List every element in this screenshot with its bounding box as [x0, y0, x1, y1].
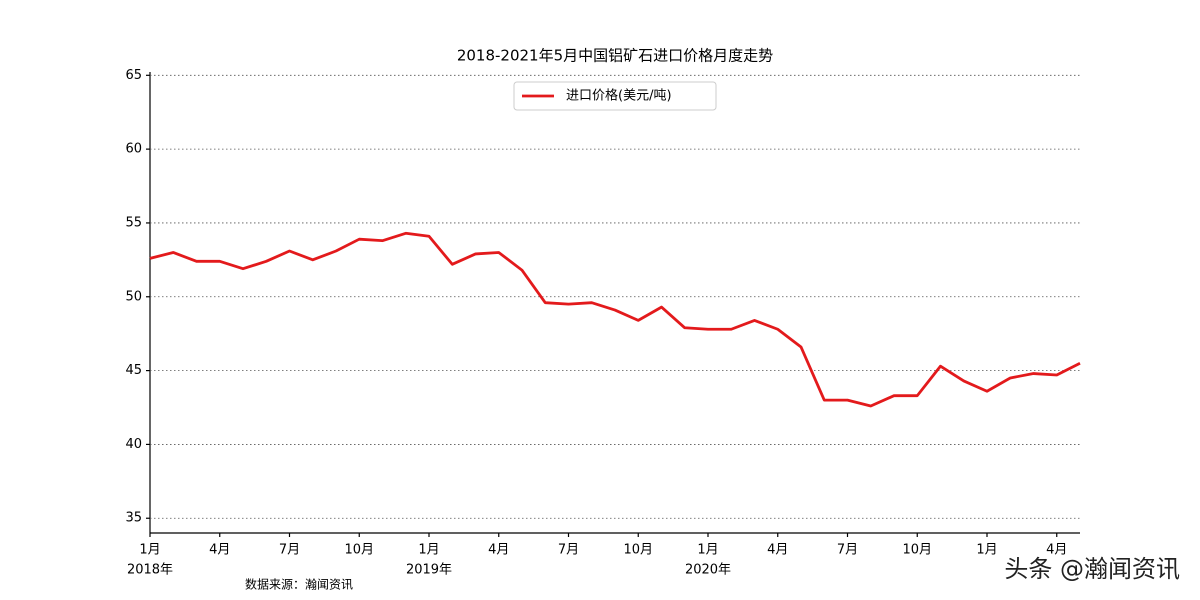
x-tick-label: 7月	[558, 543, 579, 558]
x-tick-label: 1月	[976, 543, 997, 558]
line	[149, 231, 1081, 408]
x-tick-label: 4月	[1046, 543, 1067, 558]
y-tick-label: 60	[125, 142, 142, 157]
x-tick-label: 7月	[279, 543, 300, 558]
legend-box	[513, 81, 717, 111]
y-tick-label: 65	[125, 68, 142, 83]
x-tick-label: 1月	[697, 543, 718, 558]
y-tick-label: 50	[125, 289, 142, 304]
x-tick-label: 10月	[344, 543, 374, 558]
watermark: 头条 @瀚闻资讯	[1004, 555, 1180, 583]
x-tick-label: 4月	[209, 543, 230, 558]
y-tick-label: 55	[125, 215, 142, 230]
x-year-label: 2019年	[406, 563, 452, 578]
legend-label: 进口价格(美元/吨)	[566, 88, 672, 104]
source-note: 数据来源：瀚闻资讯	[245, 577, 353, 592]
x-tick-label: 1月	[139, 543, 160, 558]
y-tick-label: 40	[125, 437, 142, 452]
x-year-label: 2020年	[685, 563, 731, 578]
x-tick-label: 10月	[902, 543, 932, 558]
y-tick-label: 45	[125, 363, 142, 378]
x-year-label: 2018年	[127, 563, 173, 578]
x-tick-label: 1月	[418, 543, 439, 558]
x-tick-label: 7月	[837, 543, 858, 558]
y-tick-label: 35	[125, 511, 142, 526]
x-tick-label: 4月	[488, 543, 509, 558]
chart-title: 2018-2021年5月中国铝矿石进口价格月度走势	[457, 47, 773, 65]
x-tick-label: 10月	[623, 543, 653, 558]
x-tick-label: 4月	[767, 543, 788, 558]
